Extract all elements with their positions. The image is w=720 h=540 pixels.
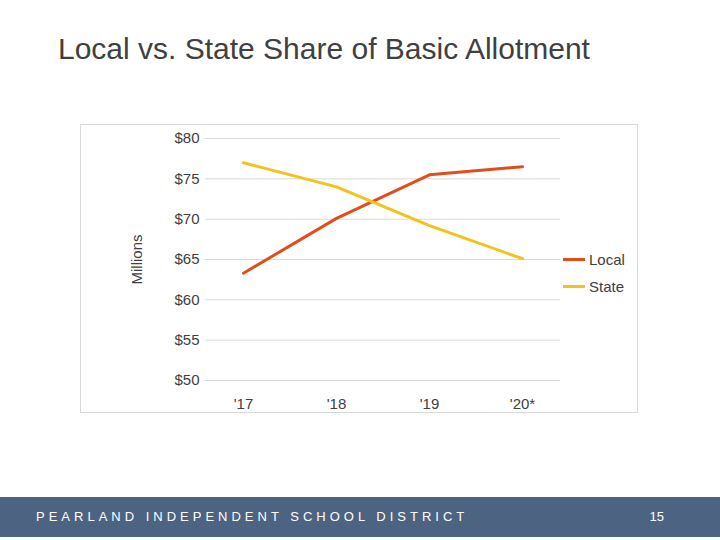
- svg-text:'20*: '20*: [510, 395, 536, 412]
- svg-text:$50: $50: [174, 371, 199, 388]
- svg-text:'19: '19: [420, 395, 440, 412]
- html-text:State: State: [589, 278, 624, 295]
- svg-text:$75: $75: [174, 170, 199, 187]
- svg-text:Millions: Millions: [128, 234, 145, 284]
- svg-text:$60: $60: [174, 291, 199, 308]
- html-text:15: 15: [649, 509, 664, 524]
- svg-text:'18: '18: [327, 395, 347, 412]
- html-text:Local vs. State Share of Basic: Local vs. State Share of Basic Allotment: [58, 32, 590, 65]
- html-text:PEARLAND INDEPENDENT SCHOOL DI: PEARLAND INDEPENDENT SCHOOL DISTRICT: [36, 509, 469, 524]
- svg-text:$55: $55: [174, 331, 199, 348]
- html-text:Local: Local: [589, 251, 625, 268]
- svg-text:'17: '17: [234, 395, 254, 412]
- svg-text:$70: $70: [174, 210, 199, 227]
- svg-text:$65: $65: [174, 250, 199, 267]
- svg-text:$80: $80: [174, 129, 199, 146]
